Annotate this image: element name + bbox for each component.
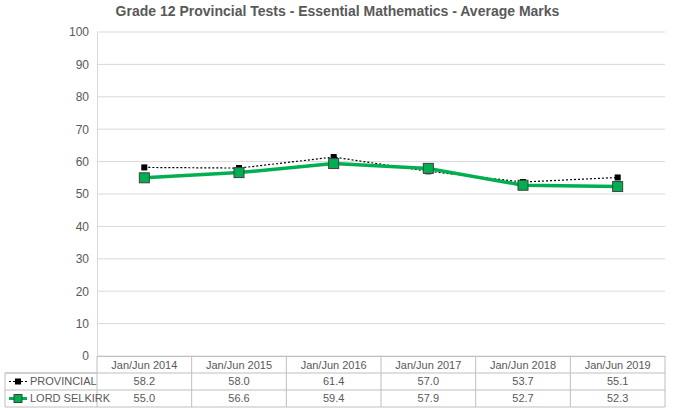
tick-label: 10 (76, 317, 90, 331)
marker (329, 159, 339, 169)
tick: Jan/Jun 2017 (395, 359, 461, 371)
grid-line (97, 258, 665, 259)
grid (97, 32, 665, 356)
legend-label: LORD SELKIRK (30, 392, 111, 404)
grid-line (97, 194, 665, 195)
tick: 100 (69, 25, 97, 39)
tick: 50 (76, 187, 97, 201)
table-value: 55.0 (134, 392, 155, 404)
marker (613, 182, 623, 192)
marker (142, 165, 147, 170)
legend-entry: LORD SELKIRK (9, 392, 111, 404)
tick: 80 (76, 90, 97, 104)
line (144, 164, 617, 187)
tick-label: 90 (76, 58, 90, 72)
grid-line (97, 32, 665, 33)
table-value: 57.0 (418, 375, 439, 387)
tick-label: Jan/Jun 2015 (206, 359, 272, 371)
tick-label: 100 (69, 25, 89, 39)
tick-label: 20 (76, 285, 90, 299)
tick-label: Jan/Jun 2018 (490, 359, 556, 371)
grid-line (97, 161, 665, 162)
legend-marker (16, 379, 21, 384)
legend-marker (14, 395, 22, 403)
tick-label: 60 (76, 155, 90, 169)
data-table: PROVINCIAL 58.2 58.0 61.4 57.0 53.7 55.1 LORD S… (5, 356, 665, 407)
tick: Jan/Jun 2015 (206, 359, 272, 371)
grid-line (97, 291, 665, 292)
tick: 70 (76, 123, 97, 137)
table-value: 61.4 (323, 375, 344, 387)
table-value: 57.9 (418, 392, 439, 404)
tick: 30 (76, 252, 97, 266)
grid-line (97, 226, 665, 227)
marker (518, 180, 528, 190)
legend-label: PROVINCIAL (30, 375, 97, 387)
table-value: 52.3 (607, 392, 628, 404)
tick: 0 (82, 349, 97, 363)
table-value: 58.2 (134, 375, 155, 387)
table-line (570, 356, 571, 407)
marker (139, 173, 149, 183)
table-line (5, 373, 665, 374)
table-value: 59.4 (323, 392, 344, 404)
table-line (5, 373, 6, 407)
table-value: 58.0 (228, 375, 249, 387)
tick: 60 (76, 155, 97, 169)
tick: 20 (76, 285, 97, 299)
grid-line (97, 323, 665, 324)
tick-label: Jan/Jun 2016 (301, 359, 367, 371)
table-line (286, 356, 287, 407)
table-value: 56.6 (228, 392, 249, 404)
tick-label: 80 (76, 90, 90, 104)
tick: 90 (76, 58, 97, 72)
tick: 40 (76, 220, 97, 234)
table-line (5, 407, 665, 408)
plot-area (139, 155, 622, 192)
table-value: 53.7 (512, 375, 533, 387)
grid-line (97, 64, 665, 65)
table-value: 55.1 (607, 375, 628, 387)
tick: Jan/Jun 2018 (490, 359, 556, 371)
tick-label: Jan/Jun 2014 (111, 359, 177, 371)
table-line (665, 356, 666, 407)
line (144, 157, 617, 182)
tick: 10 (76, 317, 97, 331)
chart: Grade 12 Provincial Tests - Essential Ma… (0, 0, 675, 408)
table-line (5, 373, 97, 374)
tick-label: 70 (76, 123, 90, 137)
tick-label: 50 (76, 187, 90, 201)
tick: Jan/Jun 2014 (111, 359, 177, 371)
tick-label: 40 (76, 220, 90, 234)
table-line (381, 356, 382, 407)
tick-label: Jan/Jun 2017 (395, 359, 461, 371)
legend-entry: PROVINCIAL (9, 375, 97, 387)
tick-label: 0 (82, 349, 89, 363)
table-line (191, 356, 192, 407)
table-value: 52.7 (512, 392, 533, 404)
grid-line (97, 96, 665, 97)
tick: Jan/Jun 2016 (301, 359, 367, 371)
grid-line (97, 129, 665, 130)
title: Grade 12 Provincial Tests - Essential Ma… (116, 3, 560, 19)
marker (615, 175, 620, 180)
table-line (5, 390, 665, 391)
y-axis: 0 10 20 30 40 50 60 70 80 90 100 (69, 25, 98, 363)
axis-line (97, 33, 98, 357)
series (142, 155, 620, 185)
tick-label: 30 (76, 252, 90, 266)
marker (423, 163, 433, 173)
tick-label: Jan/Jun 2019 (585, 359, 651, 371)
tick: Jan/Jun 2019 (585, 359, 651, 371)
marker (234, 168, 244, 178)
series (139, 159, 622, 192)
table-line (475, 356, 476, 407)
